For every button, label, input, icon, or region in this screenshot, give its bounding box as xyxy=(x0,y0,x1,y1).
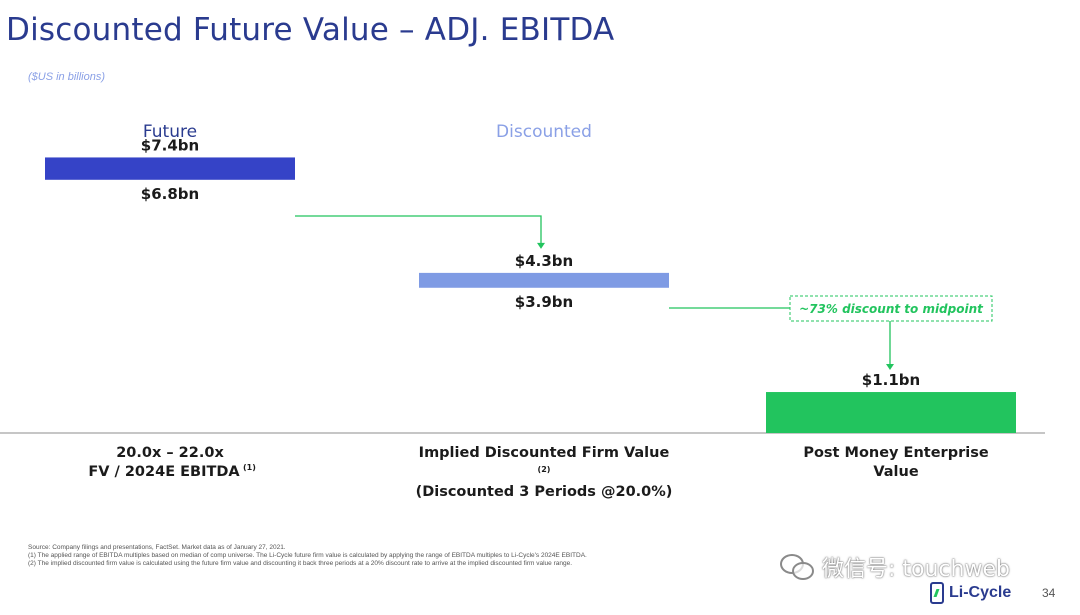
units-note: ($US in billions) xyxy=(28,71,106,83)
annotation-text: ~73% discount to midpoint xyxy=(799,302,984,316)
footnote-2: (2) The implied discounted firm value is… xyxy=(28,560,573,568)
watermark: 微信号: touchweb xyxy=(780,551,1010,583)
category-3-line-1: Post Money Enterprise xyxy=(803,445,989,461)
bar-1-high-label: $7.4bn xyxy=(141,136,199,154)
category-2-line-1: Implied Discounted Firm Value xyxy=(419,445,670,461)
annotation-box xyxy=(789,295,993,322)
connector-2-arrowhead xyxy=(886,364,894,371)
column-header-discounted: Discounted xyxy=(496,122,592,142)
watermark-text: 微信号: touchweb xyxy=(822,557,1010,582)
company-logo: Li-Cycle xyxy=(930,582,1011,604)
bar-2-low-label: $3.9bn xyxy=(515,293,573,311)
connector-1 xyxy=(295,215,542,247)
bar-2 xyxy=(419,272,669,288)
wechat-icon xyxy=(780,552,816,582)
category-2-line-2: (Discounted 3 Periods @20.0%) xyxy=(416,484,673,500)
category-1-footnote: (1) xyxy=(243,463,256,472)
bar-1 xyxy=(45,157,295,180)
connector-1-arrowhead xyxy=(537,242,545,249)
bar-1-low-label: $6.8bn xyxy=(141,185,199,203)
category-1-line-1: 20.0x – 22.0x xyxy=(116,445,224,461)
category-1-line-2: FV / 2024E EBITDA xyxy=(88,464,240,480)
column-header-future: Future xyxy=(143,122,197,142)
category-2-footnote: (2) xyxy=(538,465,551,474)
battery-icon xyxy=(930,582,944,604)
footnote-1: (1) The applied range of EBITDA multiple… xyxy=(28,552,587,560)
bar-3 xyxy=(766,392,1016,433)
logo-text: Li-Cycle xyxy=(949,584,1012,601)
bar-2-high-label: $4.3bn xyxy=(515,252,573,270)
bar-3-high-label: $1.1bn xyxy=(862,371,920,389)
footnote-source: Source: Company filings and presentation… xyxy=(28,544,286,551)
page-number: 34 xyxy=(1042,586,1056,600)
page-title: Discounted Future Value – ADJ. EBITDA xyxy=(6,12,615,48)
category-3-line-2: Value xyxy=(873,464,919,480)
footnotes: Source: Company filings and presentation… xyxy=(28,544,788,569)
